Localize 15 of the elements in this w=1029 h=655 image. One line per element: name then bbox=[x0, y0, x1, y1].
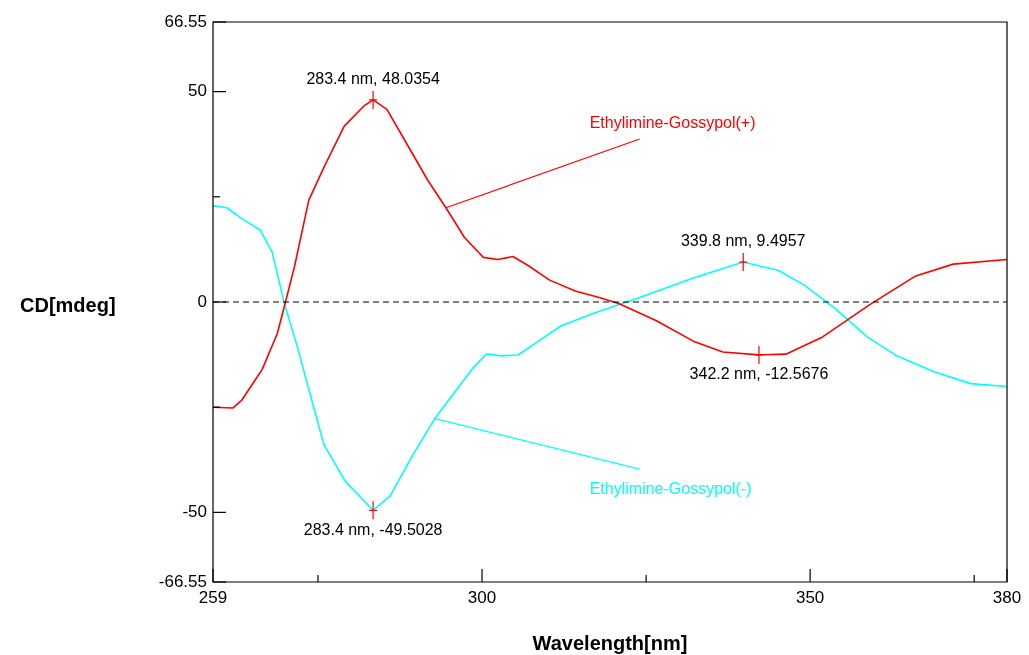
text: Ethylimine-Gossypol(+) bbox=[589, 114, 756, 132]
annotation: 283.4 nm, -49.5028 bbox=[303, 520, 443, 538]
y-tick-label: 66.55 bbox=[164, 11, 207, 31]
annotation: 342.2 nm, -12.5676 bbox=[689, 365, 829, 383]
x-tick-label: 300 bbox=[467, 587, 497, 607]
y-tick-label: 0 bbox=[197, 291, 207, 311]
x-tick-label: 380 bbox=[992, 587, 1022, 607]
annotation: 339.8 nm, 9.4957 bbox=[680, 232, 806, 250]
x-axis-title: Wavelength[nm] bbox=[532, 631, 688, 654]
y-tick-label: 50 bbox=[188, 81, 207, 101]
y-axis-title: CD[mdeg] bbox=[20, 293, 116, 316]
y-tick-label: -50 bbox=[182, 502, 207, 522]
x-tick-label: 350 bbox=[795, 587, 825, 607]
text: Ethylimine-Gossypol(-) bbox=[589, 479, 752, 497]
annotation: 283.4 nm, 48.0354 bbox=[306, 70, 440, 88]
